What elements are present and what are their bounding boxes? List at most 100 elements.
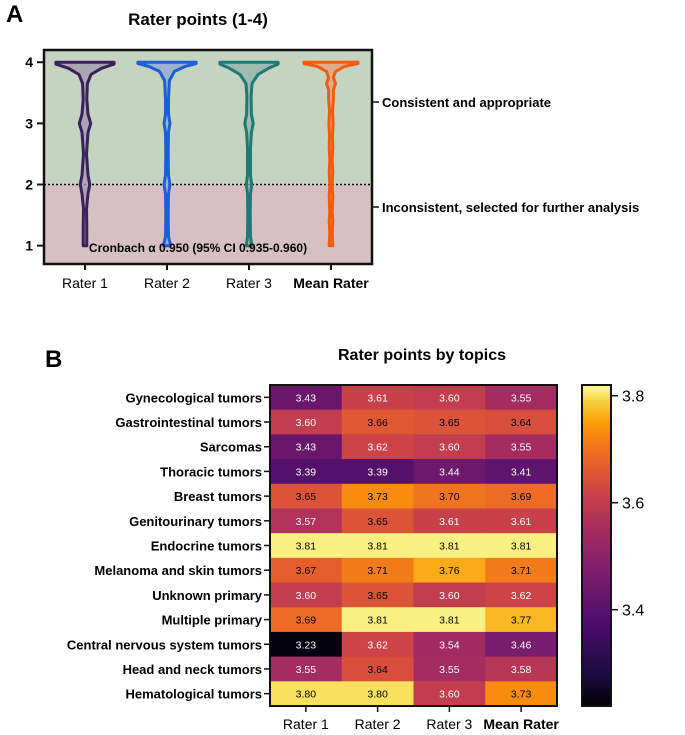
heatmap-cell [341, 533, 414, 559]
y-tick-label: 3 [25, 115, 33, 131]
heatmap-cell-value: 3.81 [511, 541, 532, 553]
heatmap-cell-value: 3.71 [367, 565, 388, 577]
heatmap-cell [413, 533, 486, 559]
heatmap-cell-value: 3.73 [367, 491, 388, 503]
heatmap-cell [485, 385, 558, 411]
heatmap-cell [341, 557, 414, 584]
heatmap-cell-value: 3.62 [511, 590, 532, 602]
heatmap-cell [341, 681, 414, 707]
heatmap-cell-value: 3.44 [439, 466, 460, 478]
heatmap-cell [341, 385, 414, 411]
heatmap-cell [485, 557, 558, 584]
heatmap-col-label: Rater 2 [355, 716, 401, 732]
heatmap-col-labels: Rater 1 Rater 2 Rater 3 Mean Rater [283, 706, 559, 732]
heatmap-cell [270, 385, 343, 411]
heatmap-cell-value: 3.69 [511, 491, 532, 503]
panel-a-frame [42, 48, 374, 266]
heatmap-cell [270, 483, 343, 509]
heatmap-row-label: Sarcomas [200, 440, 262, 455]
heatmap-row-label: Central nervous system tumors [67, 637, 262, 652]
heatmap-cell [485, 483, 558, 509]
heatmap-cell-value: 3.58 [511, 664, 532, 676]
violin-series-name: Rater 1 [85, 44, 89, 47]
heatmap-cell [413, 557, 486, 584]
violin-rater-1 [54, 60, 116, 248]
heatmap-cell [270, 533, 343, 559]
heatmap-row-label: Multiple primary [162, 613, 263, 628]
heatmap-cell-value: 3.43 [296, 392, 317, 404]
heatmap-cell [413, 409, 486, 435]
heatmap-cell [413, 483, 486, 509]
heatmap-cell-value: 3.62 [367, 442, 388, 454]
violin-rater-2 [136, 60, 198, 248]
x-tick-label: Rater 3 [226, 275, 272, 291]
x-tick-label: Mean Rater [293, 275, 369, 291]
heatmap-cell-value: 3.64 [367, 664, 388, 676]
heatmap-cell-value: 3.61 [511, 516, 532, 528]
zone-inconsistent [44, 184, 372, 264]
heatmap-cell-value: 3.81 [439, 541, 460, 553]
heatmap-cell-value: 3.60 [439, 442, 460, 454]
violin-series-name: Mean Rater [331, 44, 337, 47]
x-tick-label: Rater 1 [62, 275, 108, 291]
heatmap-cell-value: 3.57 [296, 516, 317, 528]
heatmap-cell [270, 656, 343, 682]
heatmap-cell-value: 3.66 [367, 417, 388, 429]
heatmap-cell-value: 3.60 [439, 590, 460, 602]
heatmap-cell-value: 3.60 [296, 417, 317, 429]
heatmap-cell [270, 434, 343, 460]
colorbar-tick-label: 3.8 [622, 389, 644, 406]
heatmap-row-label: Hematological tumors [125, 687, 262, 702]
heatmap-cell-value: 3.41 [511, 466, 532, 478]
heatmap-row-label: Thoracic tumors [160, 464, 262, 479]
heatmap-cell-value: 3.77 [511, 615, 532, 627]
violin-series-name: Rater 2 [167, 44, 171, 47]
heatmap-row-label: Gastrointestinal tumors [115, 415, 262, 430]
heatmap-col-label: Rater 1 [283, 716, 329, 732]
heatmap-cell-value: 3.55 [296, 664, 317, 676]
heatmap-cell-value: 3.80 [296, 689, 317, 701]
heatmap-cell-value: 3.39 [296, 466, 317, 478]
x-axis-a: Rater 1 Rater 2 Rater 3 Mean Rater [62, 264, 369, 291]
heatmap-cell [341, 631, 414, 658]
heatmap-cell-value: 3.65 [367, 516, 388, 528]
heatmap-cell [485, 409, 558, 435]
heatmap-cell [485, 631, 558, 658]
heatmap-cell-value: 3.64 [511, 417, 532, 429]
heatmap-cell-value: 3.60 [296, 590, 317, 602]
x-tick-label: Rater 2 [144, 275, 190, 291]
heatmap-cell-value: 3.73 [511, 689, 532, 701]
y-axis-a: 1 2 3 4 [25, 54, 44, 254]
heatmap-cell [413, 385, 486, 411]
heatmap-cell [270, 631, 343, 658]
heatmap-row-label: Endocrine tumors [151, 539, 262, 554]
heatmap-cell-value: 3.60 [439, 392, 460, 404]
zone-consistent [44, 50, 372, 185]
heatmap-cell-value: 3.46 [511, 639, 532, 651]
heatmap-cell-value: 3.67 [296, 565, 317, 577]
heatmap-row-label: Genitourinary tumors [129, 514, 262, 529]
heatmap-cell [270, 582, 343, 608]
heatmap-cell-value: 3.81 [439, 615, 460, 627]
heatmap-cell [485, 582, 558, 608]
heatmap-cell [341, 434, 414, 460]
panel-a-title: Rater points (1-4) [128, 10, 268, 29]
heatmap-cell-value: 3.60 [439, 689, 460, 701]
y-tick-label: 2 [25, 177, 33, 193]
heatmap-row-label: Unknown primary [152, 588, 263, 603]
heatmap-row-label: Breast tumors [174, 489, 262, 504]
heatmap-cell-value: 3.55 [511, 392, 532, 404]
heatmap-cell-value: 3.61 [367, 392, 388, 404]
heatmap-cell-value: 3.76 [439, 565, 460, 577]
heatmap-cell [413, 434, 486, 460]
colorbar-tick-label: 3.6 [622, 496, 644, 513]
zone-label-inconsistent: Inconsistent, selected for further analy… [382, 200, 639, 215]
colorbar [581, 384, 612, 707]
colorbar-tick-label: 3.4 [622, 603, 644, 620]
heatmap-cell [413, 582, 486, 608]
heatmap-col-label: Rater 3 [426, 716, 472, 732]
heatmap-cell [485, 459, 558, 485]
heatmap-cell-value: 3.80 [367, 689, 388, 701]
heatmap-group: 3.43 3.61 3.60 3.55 3.60 3.66 3.65 3.64 3.43 3.62… [269, 384, 558, 707]
